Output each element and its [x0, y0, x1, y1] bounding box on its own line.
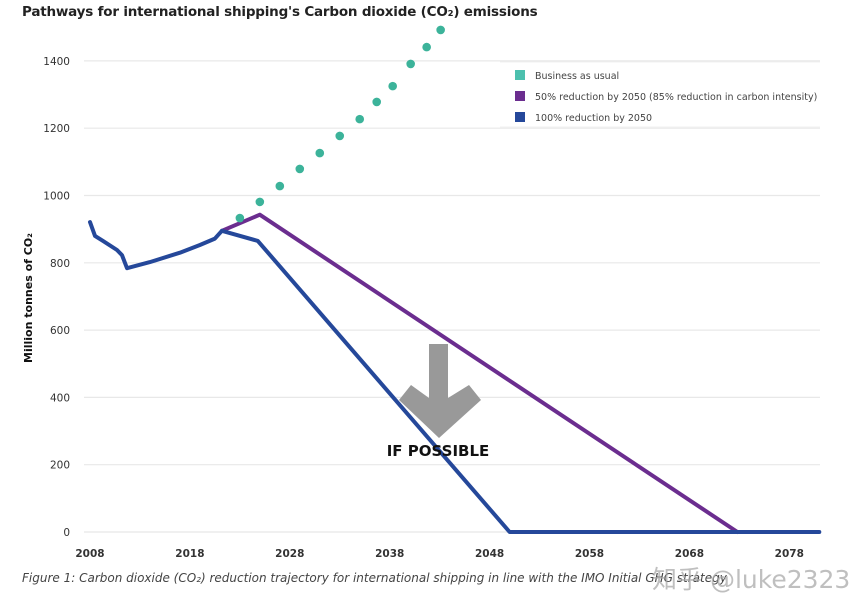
series-line-50pct [219, 212, 740, 534]
series-group [88, 25, 822, 534]
y-tick-label: 1200 [43, 123, 70, 135]
legend-swatch [515, 112, 525, 122]
gridlines [84, 60, 820, 533]
legend-entry: 100% reduction by 2050 [535, 113, 652, 124]
x-tick-label: 2058 [575, 548, 604, 560]
x-tick-label: 2068 [675, 548, 704, 560]
y-axis-label: Million tonnes of CO₂ [22, 233, 35, 363]
bau-data-point [388, 81, 397, 91]
series-line-100pct [88, 220, 822, 534]
legend-entry: Business as usual [535, 71, 619, 82]
x-tick-label: 2078 [775, 548, 804, 560]
bau-data-point [255, 197, 265, 207]
down-arrow-annotation [399, 344, 481, 438]
bau-data-point [436, 25, 445, 35]
x-tick-label: 2018 [175, 548, 204, 560]
chart-title: Pathways for international shipping's Ca… [22, 4, 538, 20]
bau-data-point [355, 114, 365, 124]
y-tick-label: 0 [63, 527, 70, 539]
legend-swatch [515, 91, 525, 101]
down-arrow-icon [399, 344, 481, 438]
bau-data-point [372, 97, 382, 107]
x-tick-label: 2008 [75, 548, 104, 560]
bau-data-point [335, 131, 345, 141]
bau-data-point [406, 59, 415, 69]
y-axis: 0 200 400 600 800 1000 1200 1400 [43, 56, 70, 539]
y-tick-label: 800 [50, 258, 70, 270]
x-axis: 2008 2018 2028 2038 2048 2058 2068 2078 [75, 548, 804, 560]
bau-data-point [235, 213, 245, 223]
x-tick-label: 2038 [375, 548, 404, 560]
legend-entry: 50% reduction by 2050 (85% reduction in … [535, 92, 817, 103]
bau-data-point [422, 42, 431, 52]
y-tick-label: 1400 [43, 56, 70, 68]
x-tick-label: 2028 [275, 548, 304, 560]
bau-data-point [295, 164, 305, 174]
bau-data-point [275, 181, 285, 191]
x-tick-label: 2048 [475, 548, 504, 560]
bau-data-point [315, 148, 325, 158]
y-tick-label: 400 [50, 392, 70, 404]
watermark: 知乎 @luke2323 [652, 565, 851, 594]
legend: Business as usual 50% reduction by 2050 (… [500, 61, 820, 128]
y-tick-label: 1000 [43, 191, 70, 203]
figure-caption: Figure 1: Carbon dioxide (CO₂) reduction… [22, 571, 727, 585]
y-tick-label: 600 [50, 325, 70, 337]
y-tick-label: 200 [50, 460, 70, 472]
legend-swatch [515, 70, 525, 80]
if-possible-label: IF POSSIBLE [387, 442, 490, 460]
